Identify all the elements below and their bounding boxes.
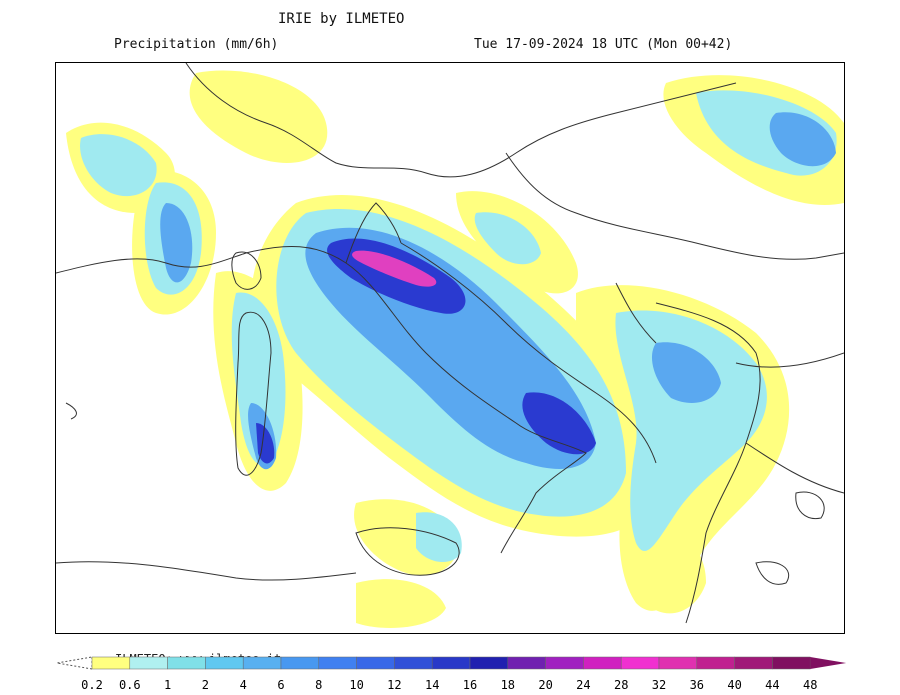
legend-swatch (658, 656, 698, 670)
legend-tick-label: 14 (425, 678, 439, 692)
map-title: IRIE by ILMETEO (278, 11, 405, 27)
legend-tick-label: 6 (277, 678, 284, 692)
color-legend: 0.2 0.6 1 2 4 6 8 10 12 14 16 18 20 24 28 32 36 40 44 48 (56, 656, 847, 692)
legend-swatch (356, 656, 395, 670)
legend-swatch (545, 656, 584, 670)
legend-tick-label: 40 (727, 678, 741, 692)
legend-tick-label: 16 (463, 678, 477, 692)
legend-swatch (696, 656, 735, 670)
legend-tick-label: 28 (614, 678, 628, 692)
legend-swatch (620, 656, 660, 670)
legend-swatch (205, 656, 244, 670)
legend-tick-label: 10 (349, 678, 363, 692)
legend-swatch (91, 656, 131, 670)
forecast-timestamp: Tue 17-09-2024 18 UTC (Mon 00+42) (474, 37, 733, 52)
legend-left-arrow (56, 656, 93, 670)
map-subtitle: Precipitation (mm/6h) (114, 37, 279, 52)
legend-swatch (734, 656, 773, 670)
legend-swatch (772, 656, 811, 670)
legend-swatch (167, 656, 206, 670)
precip-magenta-peak (352, 250, 437, 287)
legend-tick-label: 36 (690, 678, 704, 692)
legend-tick-label: 1 (164, 678, 171, 692)
legend-tick-label: 24 (576, 678, 590, 692)
legend-swatch (431, 656, 471, 670)
legend-tick-label: 48 (803, 678, 817, 692)
legend-swatch (394, 656, 433, 670)
legend-tick-label: 0.6 (119, 678, 141, 692)
legend-tick-label: 20 (538, 678, 552, 692)
legend-swatch (583, 656, 622, 670)
legend-ticks: 0.2 0.6 1 2 4 6 8 10 12 14 16 18 20 24 28 32 36 40 44 48 (81, 678, 817, 692)
legend-tick-label: 32 (652, 678, 666, 692)
legend-swatch (242, 656, 282, 670)
legend-tick-label: 2 (202, 678, 209, 692)
legend-right-arrow (810, 657, 847, 669)
legend-tick-label: 12 (387, 678, 401, 692)
legend-swatch (318, 656, 357, 670)
legend-tick-label: 8 (315, 678, 322, 692)
legend-tick-label: 4 (240, 678, 247, 692)
precipitation-map (55, 62, 845, 634)
map-canvas (56, 63, 844, 628)
legend-swatch (469, 656, 509, 670)
legend-swatch (507, 656, 546, 670)
coastlines (56, 63, 844, 624)
legend-tick-label: 0.2 (81, 678, 103, 692)
legend-swatch (129, 656, 168, 670)
legend-tick-label: 44 (765, 678, 779, 692)
legend-swatch (280, 656, 320, 670)
legend-tick-label: 18 (501, 678, 515, 692)
legend-swatches (56, 656, 847, 670)
